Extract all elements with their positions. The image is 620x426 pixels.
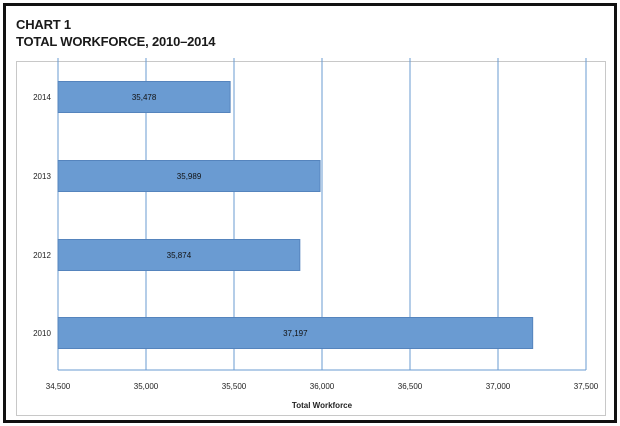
category-labels: 2014 2013 2012 2010: [33, 93, 51, 338]
chart-area-border: [16, 61, 606, 416]
category-label-2013: 2013: [33, 172, 51, 181]
x-tick-label-36,000: 36,000: [310, 382, 335, 391]
data-label-2012: 35,874: [167, 251, 192, 260]
x-tick-label-37,500: 37,500: [574, 382, 599, 391]
x-tick-label-35,000: 35,000: [134, 382, 159, 391]
bar-2014: [57, 81, 231, 113]
chart-title: TOTAL WORKFORCE, 2010–2014: [16, 34, 216, 49]
chart-number: CHART 1: [16, 17, 71, 32]
bar-2013: [57, 160, 321, 192]
x-tick-label-35,500: 35,500: [222, 382, 247, 391]
data-label-2014: 35,478: [132, 93, 157, 102]
x-axis-title: Total Workforce: [292, 401, 353, 410]
x-tick-labels: 34,500 35,000 35,500 36,000 36,500 37,000 37,5…: [46, 382, 599, 391]
bar-2012: [57, 239, 301, 271]
bar-2010: [57, 317, 534, 349]
category-label-2014: 2014: [33, 93, 51, 102]
chart-frame: CHART 1 TOTAL WORKFORCE, 2010–2014: [3, 3, 617, 423]
category-label-2010: 2010: [33, 329, 51, 338]
data-label-2010: 37,197: [283, 329, 308, 338]
bars: 35,478 35,989 35,874 37,197: [57, 81, 534, 349]
category-label-2012: 2012: [33, 251, 51, 260]
x-tick-label-34,500: 34,500: [46, 382, 71, 391]
chart-heading: CHART 1 TOTAL WORKFORCE, 2010–2014: [16, 16, 215, 50]
x-tick-label-36,500: 36,500: [398, 382, 423, 391]
x-tick-label-37,000: 37,000: [486, 382, 511, 391]
data-label-2013: 35,989: [177, 172, 202, 181]
